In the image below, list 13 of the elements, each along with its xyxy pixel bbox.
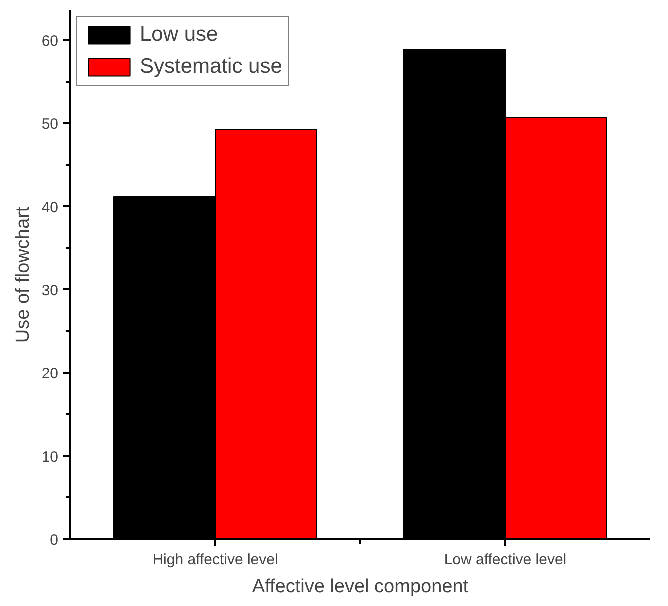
legend-label: Low use — [140, 23, 218, 47]
y-tick-label: 60 — [42, 32, 59, 50]
legend-label: Systematic use — [140, 55, 282, 79]
y-tick-label: 0 — [50, 532, 58, 549]
x-tick-label: Low affective level — [444, 552, 567, 568]
x-axis-title: Affective level component — [252, 576, 470, 598]
y-tick-label: 50 — [42, 116, 59, 134]
y-tick-label: 20 — [42, 366, 59, 383]
y-tick-label: 30 — [42, 282, 59, 300]
y-tick-label: 10 — [42, 448, 59, 466]
x-tick-label: High affective level — [152, 552, 278, 568]
y-tick-label: 40 — [42, 199, 59, 216]
y-axis-title: Use of flowchart — [12, 206, 34, 344]
